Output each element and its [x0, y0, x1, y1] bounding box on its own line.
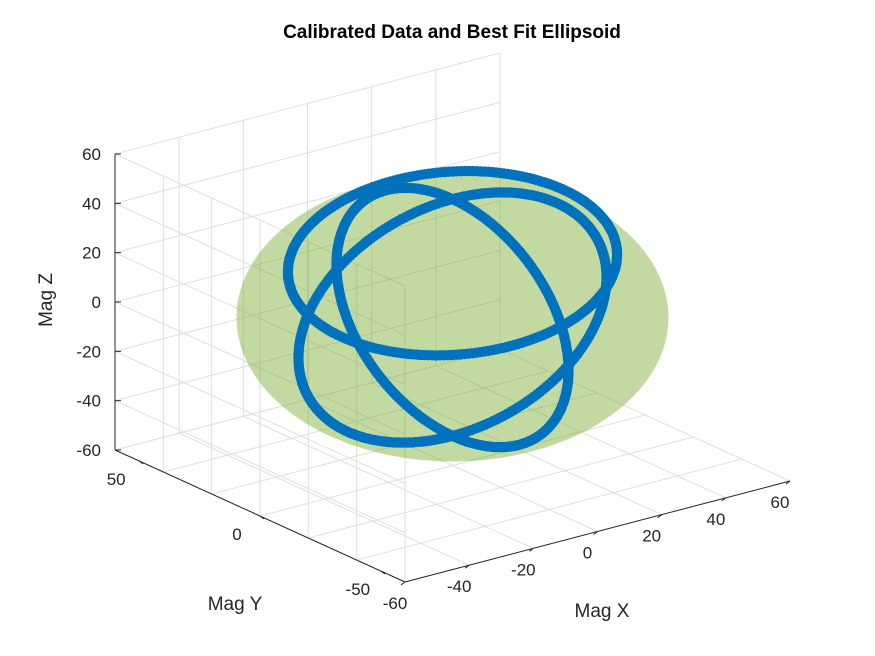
data-points	[282, 165, 623, 453]
x-tick-mark	[464, 564, 470, 569]
grid-line	[114, 52, 501, 155]
grid-line	[114, 299, 501, 402]
y-tick-label: 50	[107, 470, 126, 489]
axes	[114, 153, 791, 586]
tick-labels: -60 -40 -20 0 20 40 60 -50 0 50 -60 -40 -20 0 20 40 60	[76, 145, 789, 613]
x-tick-mark	[400, 581, 406, 586]
x-tick-mark	[529, 547, 534, 552]
x-tick-label: 20	[642, 527, 661, 546]
ellipsoid	[236, 173, 669, 462]
z-tick-label: 0	[92, 293, 101, 312]
grid-line	[114, 101, 501, 204]
z-tick-label: 40	[82, 194, 101, 213]
y-tick-mark	[380, 570, 386, 575]
x-tick-mark	[785, 480, 791, 485]
y-tick-mark	[138, 460, 144, 465]
y-axis-label: Mag Y	[208, 594, 263, 615]
x-tick-label: 0	[583, 544, 592, 563]
x-tick-label: 40	[706, 510, 725, 529]
grid-line	[114, 301, 406, 435]
z-tick-label: -60	[76, 441, 101, 460]
grid-line	[114, 153, 406, 287]
x-tick-mark	[721, 497, 727, 502]
x-tick-label: -60	[383, 594, 408, 613]
z-axis-label: Mag Z	[36, 273, 57, 327]
y-tick-label: 0	[232, 525, 241, 544]
y-tick-mark	[259, 515, 265, 520]
x-tick-label: -20	[511, 560, 536, 579]
grid-line	[114, 400, 406, 534]
x-tick-mark	[593, 531, 598, 535]
grid-line	[259, 414, 646, 517]
grid-line	[114, 200, 501, 303]
grid-line	[356, 458, 742, 561]
grid-line	[308, 436, 694, 539]
grid-line	[114, 202, 406, 336]
data-point	[602, 219, 614, 230]
z-tick-label: -20	[76, 342, 101, 361]
ellipsoid-surface	[236, 173, 669, 462]
grid-line	[114, 350, 406, 484]
z-tick-label: 60	[82, 145, 101, 164]
grid-line	[163, 370, 549, 473]
x-tick-label: 60	[771, 493, 790, 512]
grid-line	[114, 252, 406, 386]
x-axis-label: Mag X	[575, 601, 630, 622]
grid-line	[114, 249, 501, 352]
x-tick-mark	[657, 514, 662, 519]
chart-title: Calibrated Data and Best Fit Ellipsoid	[283, 22, 621, 43]
z-tick-label: -40	[76, 392, 101, 411]
y-tick-label: -50	[346, 580, 371, 599]
z-tick-label: 20	[82, 244, 101, 263]
x-tick-label: -40	[447, 577, 472, 596]
